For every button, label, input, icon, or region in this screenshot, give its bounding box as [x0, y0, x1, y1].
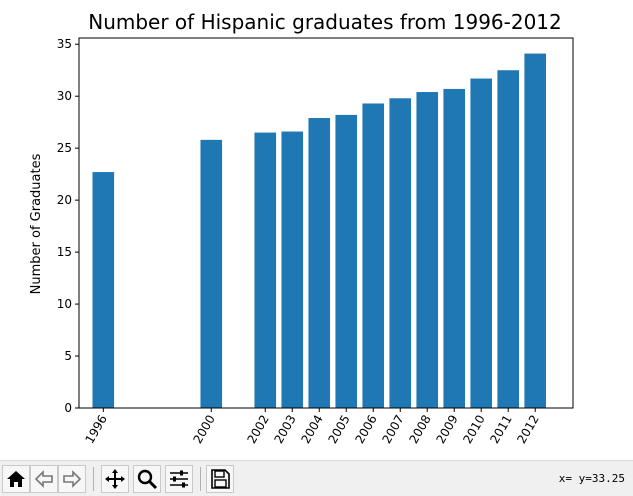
- pan-button[interactable]: [101, 465, 129, 493]
- y-tick-label: 15: [57, 245, 72, 259]
- forward-icon: [63, 470, 82, 488]
- zoom-icon: [137, 469, 158, 490]
- bar-2006: [362, 103, 385, 408]
- x-tick-label: 1996: [82, 413, 109, 446]
- x-tick-label: 2006: [352, 413, 379, 446]
- toolbar-separator: [93, 467, 94, 491]
- y-tick-label: 25: [57, 141, 72, 155]
- y-tick-label: 20: [57, 193, 72, 207]
- bar-2003: [281, 131, 304, 409]
- bar-2002: [254, 132, 277, 408]
- x-tick-label: 2009: [433, 413, 460, 446]
- bar-1996: [92, 172, 115, 408]
- x-tick-label: 2005: [325, 413, 352, 446]
- y-tick-label: 30: [57, 89, 72, 103]
- bar-2000: [200, 139, 223, 408]
- back-button[interactable]: [30, 465, 58, 493]
- x-tick-label: 2012: [514, 413, 541, 446]
- configure-subplots-button[interactable]: [165, 465, 193, 493]
- home-button[interactable]: [2, 465, 30, 493]
- x-tick-label: 2000: [190, 413, 217, 446]
- bar-2012: [524, 53, 547, 409]
- toolbar-separator: [200, 467, 201, 491]
- save-icon: [211, 469, 230, 489]
- x-tick-label: 2002: [244, 413, 271, 446]
- bar-2010: [470, 78, 493, 409]
- bar-2005: [335, 114, 358, 409]
- x-tick-label: 2007: [379, 413, 406, 446]
- bar-2008: [416, 92, 439, 408]
- bar-2007: [389, 98, 412, 409]
- figure: Number of Hispanic graduates from 1996-2…: [29, 10, 574, 446]
- bar-2011: [497, 70, 520, 408]
- pan-icon: [105, 469, 125, 489]
- forward-button[interactable]: [58, 465, 86, 493]
- y-tick-label: 5: [64, 349, 72, 363]
- y-tick-label: 35: [57, 37, 72, 51]
- y-tick-label: 0: [64, 401, 72, 415]
- save-button[interactable]: [206, 465, 234, 493]
- back-icon: [34, 470, 53, 488]
- home-icon: [7, 471, 25, 487]
- navigation-toolbar: x= y=33.25: [0, 460, 633, 496]
- y-tick-label: 10: [57, 297, 72, 311]
- x-tick-label: 2008: [406, 413, 433, 446]
- zoom-button[interactable]: [133, 465, 161, 493]
- x-tick-label: 2003: [271, 413, 298, 446]
- y-axis-label: Number of Graduates: [29, 153, 44, 294]
- x-tick-label: 2004: [298, 413, 325, 446]
- bar-2004: [308, 118, 331, 409]
- bar-2009: [443, 88, 466, 408]
- x-tick-label: 2010: [460, 413, 487, 446]
- bar-chart: Number of Hispanic graduates from 1996-2…: [29, 10, 574, 446]
- chart-title: Number of Hispanic graduates from 1996-2…: [88, 10, 562, 34]
- x-tick-label: 2011: [487, 413, 514, 446]
- axes-frame: [78, 37, 574, 409]
- configure-subplots-icon: [170, 470, 188, 488]
- cursor-coordinates: x= y=33.25: [558, 472, 625, 485]
